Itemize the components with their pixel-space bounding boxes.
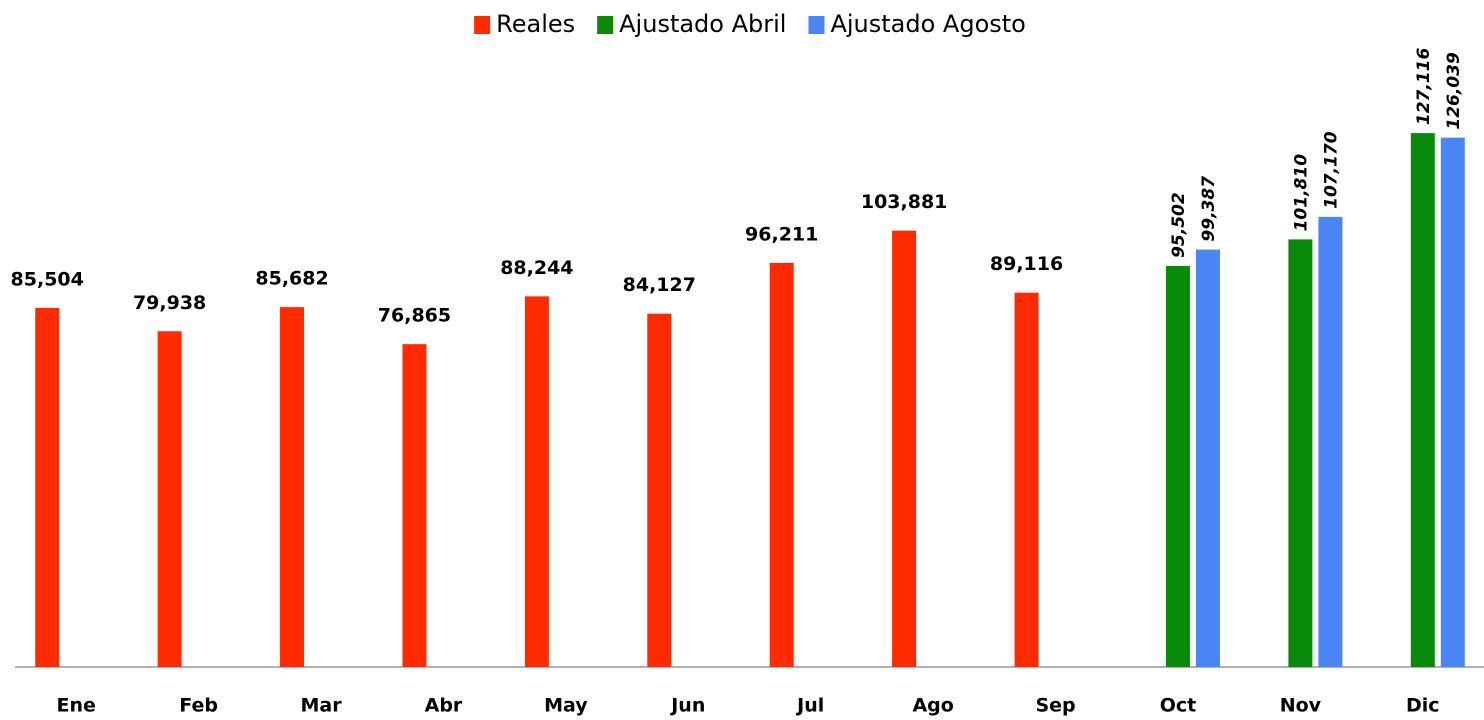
data-label: 126,039: [1444, 52, 1464, 130]
bar: [1165, 265, 1190, 667]
bar: [402, 344, 427, 667]
legend-label: Reales: [496, 10, 575, 38]
bar: [280, 307, 305, 667]
data-label: 85,682: [255, 268, 328, 290]
bar: [1410, 133, 1435, 667]
bar: [1288, 239, 1313, 667]
data-label: 76,865: [378, 305, 451, 327]
legend: Reales Ajustado Abril Ajustado Agosto: [474, 10, 1026, 38]
x-tick-label: Abr: [425, 695, 463, 717]
bar: [1195, 249, 1220, 668]
legend-label: Ajustado Abril: [619, 10, 786, 38]
x-tick-label: Oct: [1160, 695, 1197, 717]
x-tick-label: Mar: [300, 695, 342, 717]
bar: [35, 307, 60, 667]
x-tick-label: Feb: [179, 695, 218, 717]
data-label: 84,127: [623, 274, 696, 296]
data-label: 99,387: [1199, 176, 1219, 242]
data-label: 88,244: [500, 257, 573, 279]
bar: [892, 230, 917, 667]
legend-swatch: [597, 16, 614, 34]
bar: [1014, 292, 1039, 667]
x-tick-label: Jul: [795, 695, 824, 717]
x-tick-label: Sep: [1035, 695, 1075, 717]
x-tick-label: Jun: [669, 695, 705, 717]
x-tick-label: Dic: [1406, 695, 1440, 717]
bar: [157, 331, 182, 667]
x-tick-label: Ene: [57, 695, 96, 717]
data-label: 107,170: [1321, 131, 1341, 209]
x-tick-label: Ago: [912, 695, 953, 717]
x-tick-label: May: [544, 695, 588, 717]
bar: [524, 296, 549, 667]
data-label: 103,881: [861, 191, 948, 213]
data-label: 96,211: [745, 223, 818, 245]
bar: [1318, 216, 1343, 668]
data-label: 89,116: [990, 253, 1063, 275]
data-label: 85,504: [11, 268, 84, 290]
data-label: 127,116: [1414, 48, 1434, 126]
data-label: 79,938: [133, 292, 206, 314]
legend-swatch: [474, 16, 491, 34]
bar: [647, 313, 672, 667]
bar: [1440, 137, 1465, 667]
bar: [769, 262, 794, 667]
legend-swatch: [808, 16, 825, 34]
data-label: 101,810: [1291, 154, 1311, 232]
data-label: 95,502: [1169, 192, 1189, 258]
legend-label: Ajustado Agosto: [830, 10, 1025, 38]
x-tick-label: Nov: [1280, 695, 1322, 717]
